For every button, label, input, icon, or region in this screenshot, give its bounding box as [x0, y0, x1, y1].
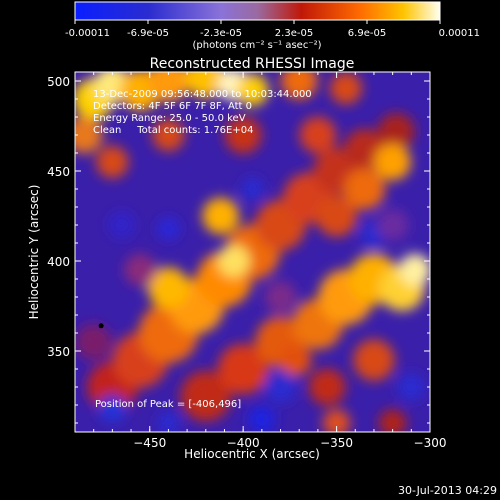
heatmap-blob [378, 409, 407, 432]
heatmap-blob [217, 244, 250, 278]
peak-position-label: Position of Peak = [-406,496] [95, 399, 241, 410]
timestamp: 30-Jul-2013 04:29 [398, 484, 497, 497]
annotation-time-range: 13-Dec-2009 09:56:48.000 to 10:03:44.000 [93, 89, 312, 100]
heatmap-blob [156, 217, 180, 241]
heatmap-blob [315, 195, 358, 237]
heatmap-blob [280, 72, 318, 100]
y-axis-label: Heliocentric Y (arcsec) [27, 185, 41, 320]
heatmap-blob [152, 118, 185, 152]
heatmap-blob [224, 116, 262, 154]
heatmap-blob [107, 211, 136, 239]
heatmap-blob [96, 145, 129, 179]
colorbar-ticks: -0.00011 -6.9e-05 -2.3e-05 2.3e-05 6.9e-05 0.… [65, 20, 480, 39]
heatmap-blob [374, 143, 412, 181]
heatmap-blob [180, 370, 232, 422]
heatmap-blob [329, 72, 363, 105]
heatmap-blob [299, 116, 337, 154]
heatmap-blob [236, 73, 269, 107]
heatmap-blob [322, 409, 351, 432]
heatmap-blob [308, 368, 346, 406]
y-tick-label: 400 [47, 255, 70, 269]
x-tick-label: −350 [320, 436, 353, 450]
heatmap-blob [124, 253, 157, 287]
x-tick-label: −450 [133, 436, 166, 450]
y-tick-label: 350 [47, 345, 70, 359]
annotation-clean-counts: Clean Total counts: 1.76E+04 [93, 125, 253, 136]
x-axis: −450 −400 −350 −300 [74, 72, 447, 450]
heatmap-blob [75, 116, 103, 154]
heatmap-blob [377, 112, 415, 150]
heatmap-blob [353, 339, 395, 381]
marker-point [98, 323, 104, 329]
heatmap-blob [264, 280, 297, 314]
y-tick-label: 500 [47, 75, 70, 89]
annotation-energy-range: Energy Range: 25.0 - 50.0 keV [93, 113, 246, 124]
colorbar-gradient [74, 1, 441, 21]
colorbar-tick-label: 2.3e-05 [275, 28, 313, 39]
colorbar-tick-label: -6.9e-05 [127, 28, 169, 39]
heatmap-blob [397, 373, 426, 401]
y-tick-label: 450 [47, 165, 70, 179]
colorbar: -0.00011 -6.9e-05 -2.3e-05 2.3e-05 6.9e-05 0.… [65, 1, 480, 51]
heatmap-blob [98, 394, 127, 423]
x-tick-label: −400 [227, 436, 260, 450]
colorbar-tick-label: -0.00011 [65, 28, 110, 39]
heatmap-blob [376, 208, 409, 242]
annotation-detectors: Detectors: 4F 5F 6F 7F 8F, Att 0 [93, 101, 252, 112]
colorbar-units-label: (photons cm⁻² s⁻¹ asec⁻²) [192, 40, 321, 51]
heatmap-blob [147, 267, 190, 309]
colorbar-tick-label: 6.9e-05 [348, 28, 386, 39]
heatmap-image [75, 72, 430, 432]
x-tick-label: −300 [414, 436, 447, 450]
chart-title: Reconstructed RHESSI Image [150, 56, 355, 72]
heatmap-blob [202, 197, 240, 235]
heatmap-blob [398, 253, 430, 287]
y-axis: 350 400 450 500 [47, 75, 430, 424]
heatmap-blob [241, 177, 264, 201]
heatmap-blob [217, 343, 269, 395]
heatmap-blob [147, 72, 190, 102]
x-axis-label: Heliocentric X (arcsec) [184, 447, 320, 461]
heatmap-blob [75, 323, 113, 361]
heatmap-blob [248, 405, 276, 432]
heatmap-blob [343, 168, 386, 210]
plot-frame [74, 71, 431, 433]
heatmap-blob [156, 411, 180, 432]
colorbar-tick-label: 0.00011 [439, 28, 480, 39]
heatmap-blob [185, 72, 227, 99]
heatmap-blob [264, 370, 297, 404]
heatmap-blob [279, 343, 312, 377]
annotation-block: 13-Dec-2009 09:56:48.000 to 10:03:44.000… [93, 89, 312, 136]
colorbar-tick-label: -2.3e-05 [200, 28, 242, 39]
